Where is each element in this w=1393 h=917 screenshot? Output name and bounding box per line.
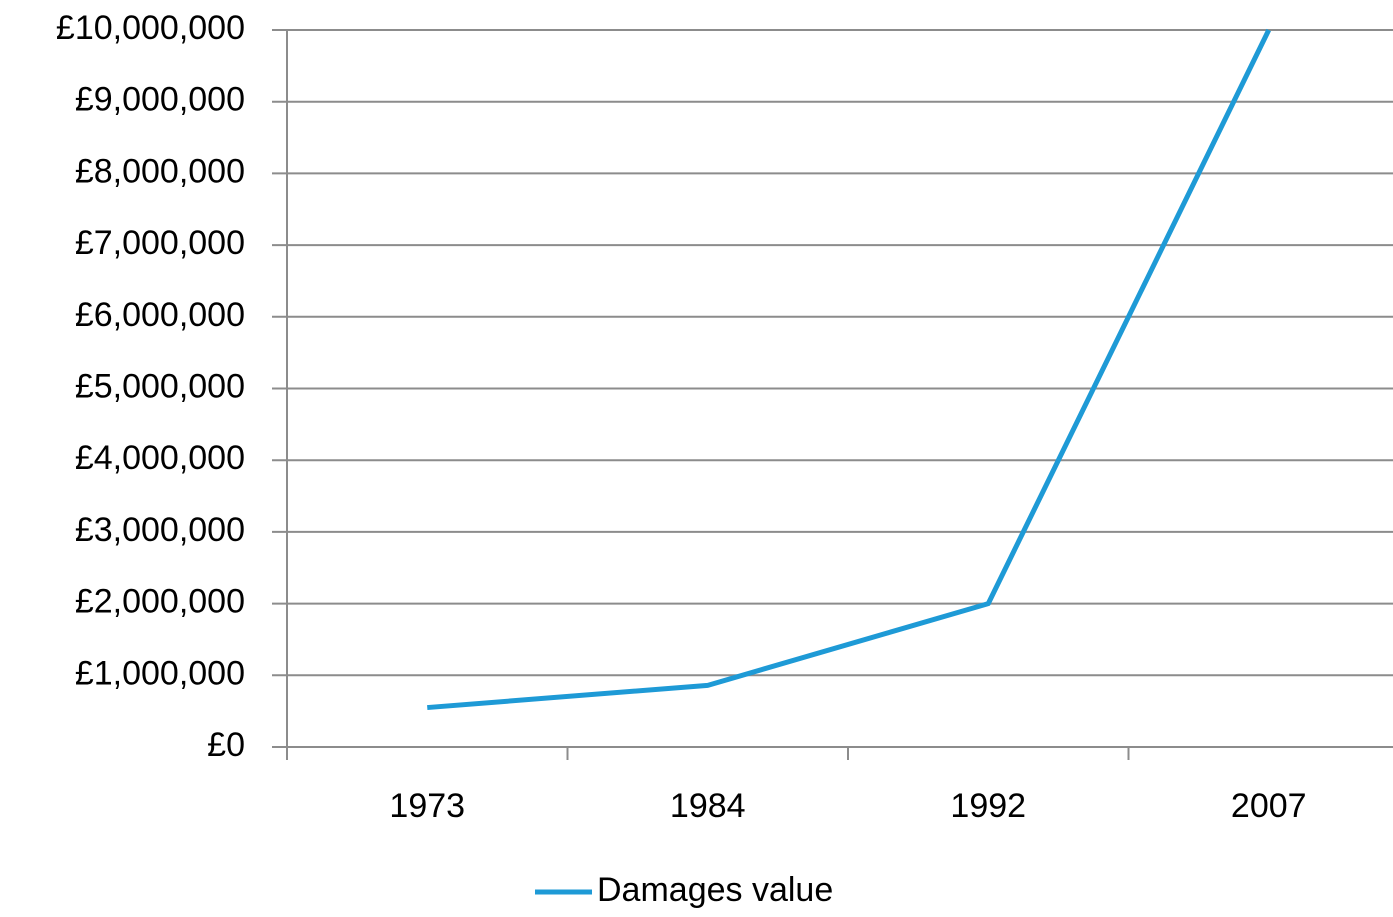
data-line (427, 28, 1271, 711)
y-tick-label: £5,000,000 (75, 367, 245, 405)
x-tick-label: 1992 (950, 787, 1026, 825)
y-tick-label: £1,000,000 (75, 654, 245, 692)
y-tick-label: £4,000,000 (75, 439, 245, 477)
x-tick-label: 1984 (670, 787, 746, 825)
y-tick-label: £0 (207, 726, 245, 764)
y-tick-label: £2,000,000 (75, 583, 245, 621)
legend-label: Damages value (597, 871, 833, 909)
y-tick-label: £8,000,000 (75, 152, 245, 190)
y-tick-label: £10,000,000 (56, 9, 245, 47)
y-tick-label: £3,000,000 (75, 511, 245, 549)
x-tick-label: 1973 (389, 787, 465, 825)
y-tick-label: £7,000,000 (75, 224, 245, 262)
y-tick-label: £9,000,000 (75, 81, 245, 119)
x-tick-label: 2007 (1231, 787, 1307, 825)
y-tick-label: £6,000,000 (75, 296, 245, 334)
